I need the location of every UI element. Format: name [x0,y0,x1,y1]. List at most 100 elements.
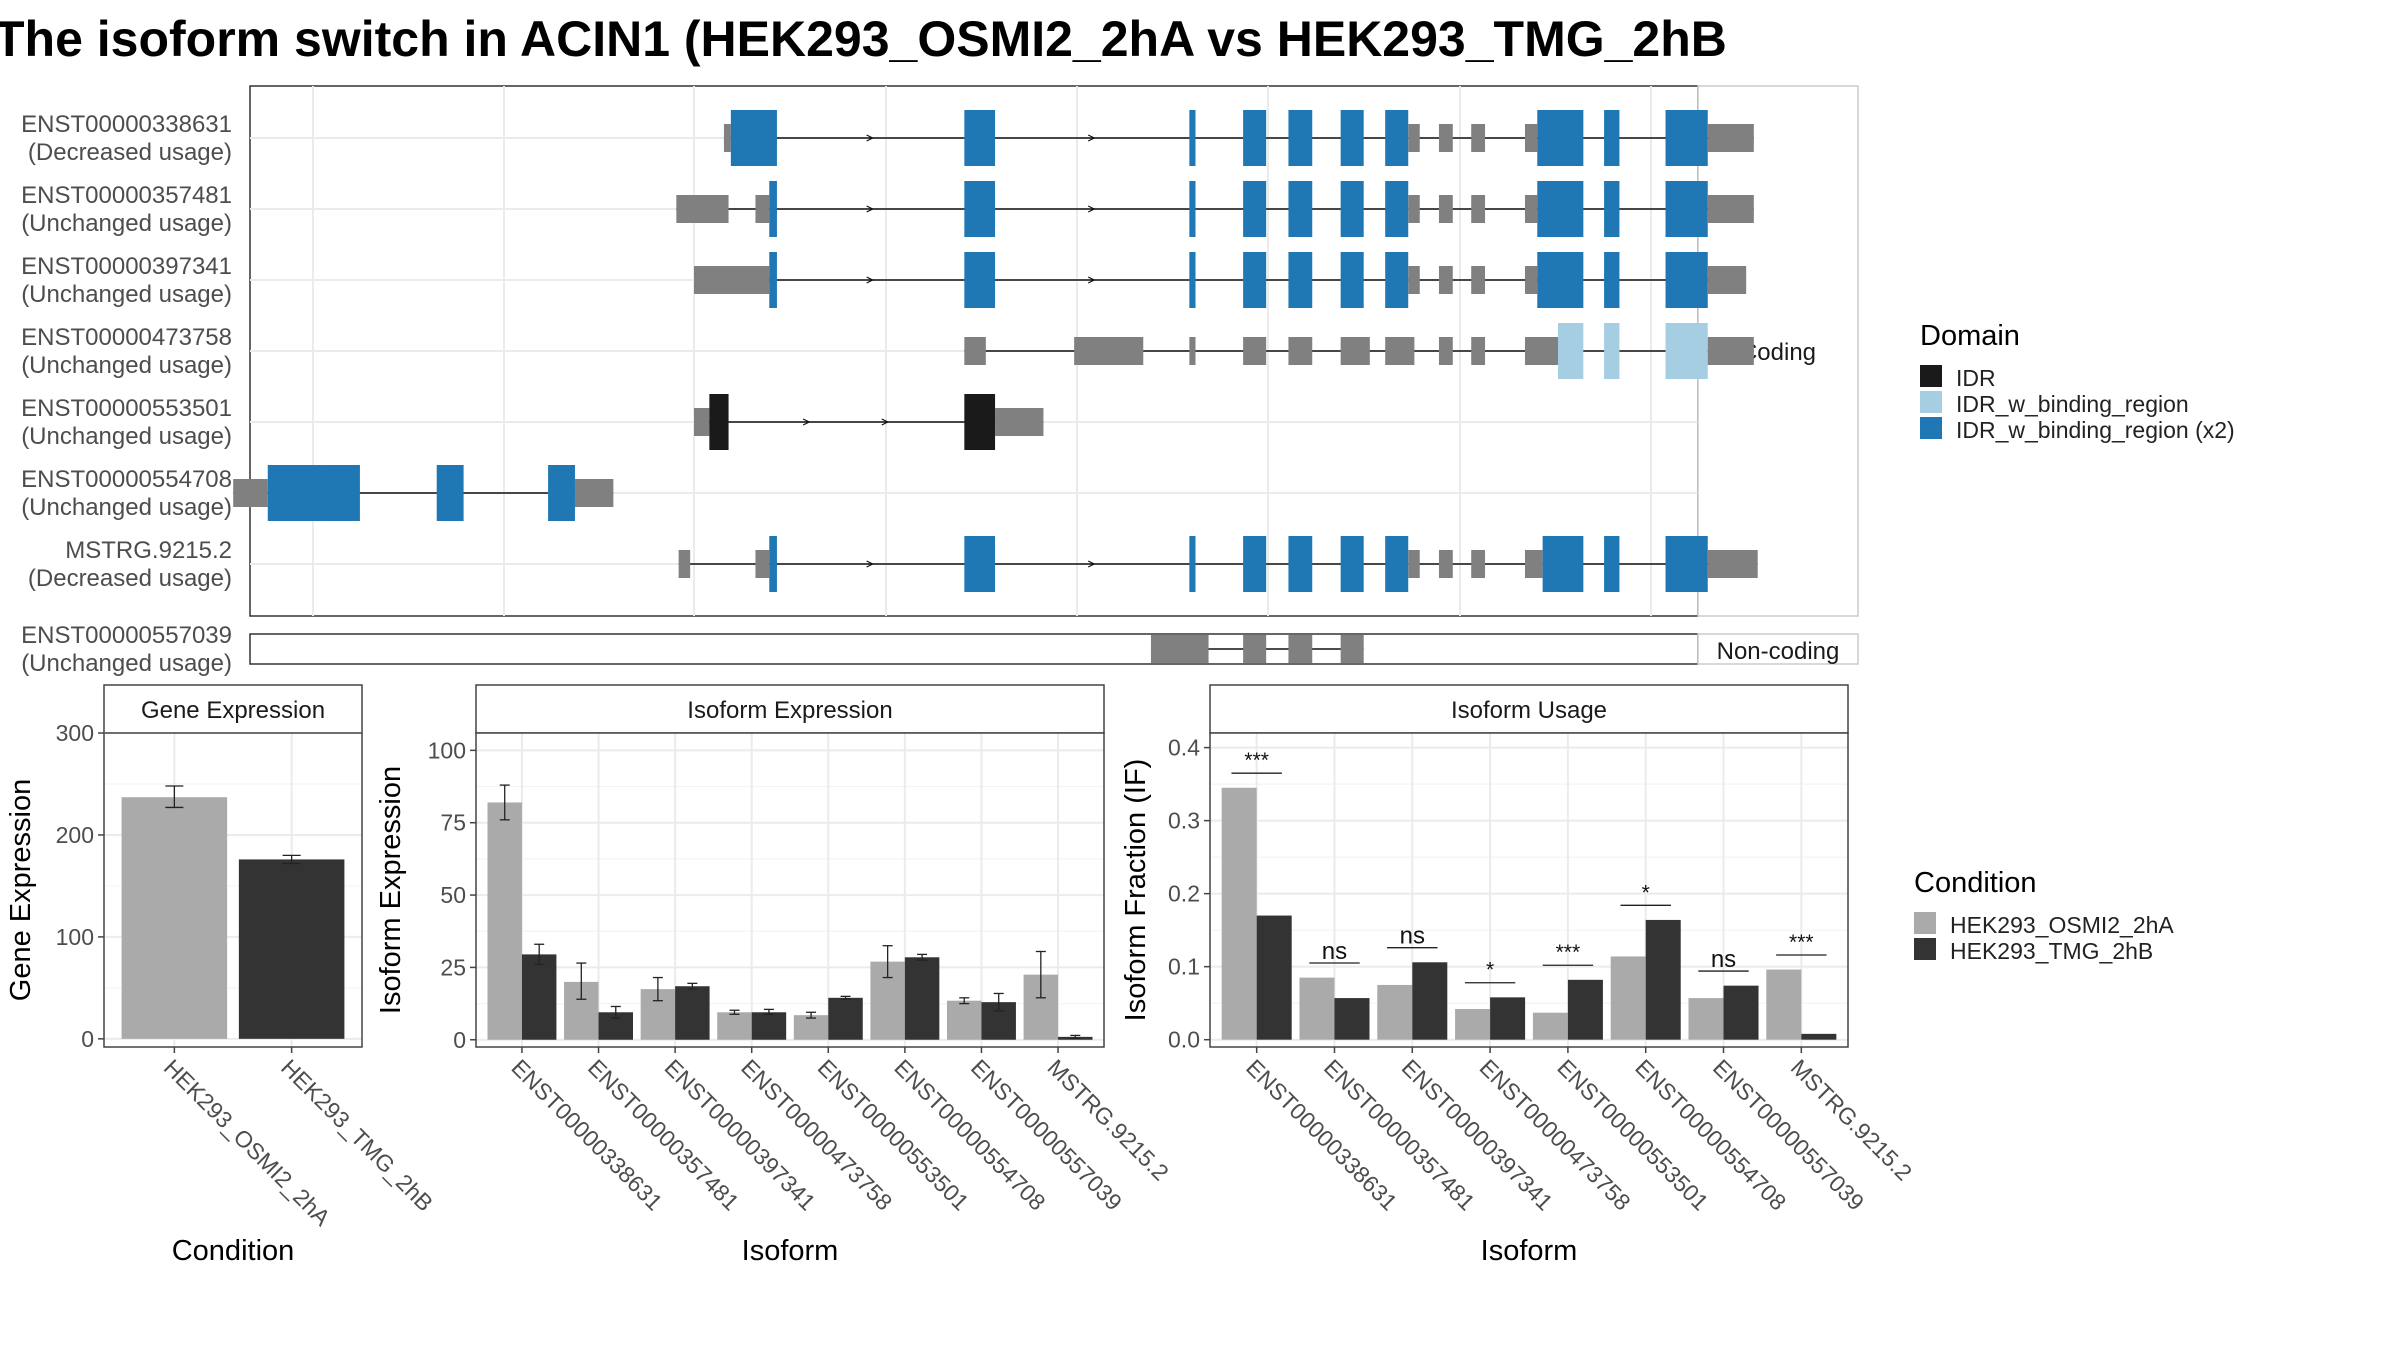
domain-exon [1385,181,1409,237]
domain-exon [1665,323,1708,379]
utr-exon [233,479,268,507]
utr-exon [1243,337,1267,365]
domain-exon [1189,110,1196,166]
utr-exon [995,408,1044,436]
bar [828,997,863,1040]
isoform-expression-panel: Isoform Expression 0 25 50 75 100 ENST00000338… [375,684,1174,1267]
legend-swatch-tmg [1914,938,1936,960]
utr-exon [1438,337,1453,365]
x-tick-label: ENST00000473758 [1475,1054,1636,1215]
bar [675,986,710,1040]
domain-exon [1340,110,1364,166]
plot-border [103,732,363,1048]
domain-exon [1542,536,1584,592]
x-axis-title: Isoform [1481,1235,1578,1267]
isoform-usage-panel: Isoform Usage***nsns*****ns***0.00.10.20… [1120,684,1917,1267]
bar [1688,998,1724,1040]
legend-label-idr: IDR [1956,365,1996,391]
domain-exon [548,465,575,521]
utr-exon [1524,124,1538,152]
utr-exon [1340,337,1370,365]
bar [1490,997,1526,1040]
transcript-ENST00000338631: ENST00000338631(Decreased usage) [21,110,1754,166]
bar [1645,919,1681,1040]
domain-exon [1604,536,1620,592]
utr-exon [1243,635,1267,663]
utr-exon [1340,635,1364,663]
transcript-MSTRG.9215.2: MSTRG.9215.2(Decreased usage) [28,536,1758,592]
x-tick-label: ENST00000553501 [813,1054,974,1215]
utr-exon [1074,337,1144,365]
domain-exon [1604,110,1620,166]
x-tick-label: ENST00000473758 [736,1054,897,1215]
x-tick-label: ENST00000554708 [1630,1054,1791,1215]
panel-strip-title: Gene Expression [141,697,325,724]
intron-arrow [802,418,811,426]
utr-exon [1385,337,1415,365]
bar [1256,915,1292,1040]
intron-arrow [1087,276,1096,284]
y-tick-label: 300 [56,720,94,746]
x-tick-label: ENST00000338631 [506,1054,667,1215]
domain-exon [964,252,996,308]
utr-exon [1150,635,1209,663]
utr-exon [723,124,731,152]
transcript-ENST00000357481: ENST00000357481(Unchanged usage) [21,181,1754,237]
bar [904,957,940,1040]
domain-exon [1340,252,1364,308]
y-tick-label: 100 [56,924,94,950]
legend-label-idr-w-binding-region-x2: IDR_w_binding_region (x2) [1956,417,2235,443]
transcript-usage-label: (Unchanged usage) [21,494,232,521]
intron-arrow [1087,560,1096,568]
domain-exon [1665,181,1708,237]
transcript-id-label: ENST00000338631 [21,111,232,138]
utr-exon [755,550,770,578]
transcript-ENST00000557039: ENST00000557039(Unchanged usage) [21,622,1364,677]
y-axis-title: Isoform Expression [375,766,407,1014]
significance-label: * [1642,881,1650,904]
domain-exon [1665,110,1708,166]
significance-label: *** [1556,941,1581,964]
utr-exon [1524,266,1538,294]
plot-border [1209,732,1849,1048]
utr-exon [1707,195,1754,223]
utr-exon [1408,550,1420,578]
transcript-usage-label: (Unchanged usage) [21,210,232,237]
transcript-usage-label: (Unchanged usage) [21,281,232,308]
significance-label: ns [1322,938,1347,965]
bar [1610,956,1646,1040]
x-tick-label: ENST00000554708 [889,1054,1050,1215]
domain-exon [769,181,777,237]
legend-swatch-idr-w-binding-region [1920,391,1942,413]
panel-strip [1209,684,1849,734]
legend-swatch-idr-w-binding-region-x2 [1920,417,1942,439]
domain-exon [1288,110,1313,166]
domain-exon [1243,110,1267,166]
transcript-usage-label: (Unchanged usage) [21,352,232,379]
legend-swatch-osmi2 [1914,912,1936,934]
x-tick-label: ENST00000357481 [1319,1054,1480,1215]
y-tick-label: 0.4 [1168,735,1200,761]
gene-structure-panel: CodingNon-codingENST00000338631(Decrease… [21,85,1859,677]
domain-exon [1340,181,1364,237]
bar [1723,985,1759,1040]
bar [751,1012,787,1040]
utr-exon [1288,337,1313,365]
bar [487,802,522,1040]
domain-exon [321,465,360,521]
panel-strip [475,684,1105,734]
domain-exon [964,394,996,450]
domain-exon [769,536,777,592]
transcript-id-label: MSTRG.9215.2 [65,537,232,564]
domain-exon [1288,252,1313,308]
domain-exon [1288,536,1313,592]
domain-exon [1537,252,1584,308]
x-tick-label: ENST00000357481 [583,1054,744,1215]
utr-exon [1707,124,1754,152]
y-axis-title: Isoform Fraction (IF) [1120,759,1152,1022]
significance-label: ns [1400,923,1425,950]
domain-exon [769,252,777,308]
intron-arrow [881,418,890,426]
utr-exon [1707,550,1758,578]
y-tick-label: 200 [56,822,94,848]
